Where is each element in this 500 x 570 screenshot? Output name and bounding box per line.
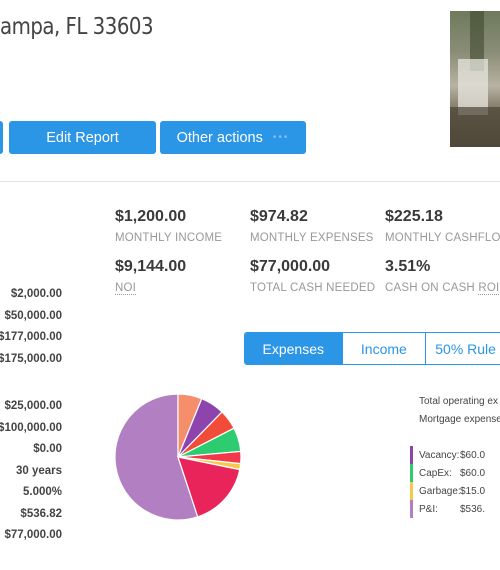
section-divider xyxy=(0,181,500,182)
loan-value: $536.82 xyxy=(20,507,62,520)
expenses-pie-chart xyxy=(114,393,242,521)
legend-swatch xyxy=(410,482,413,500)
loan-values-column: $25,000.00 $100,000.00 $0.00 30 years 5.… xyxy=(0,396,62,547)
legend-name: Vacancy: xyxy=(419,449,460,461)
metric-label: MONTHLY CASHFLOW xyxy=(385,232,500,244)
legend-item-capex: CapEx: $60.0 xyxy=(410,464,485,482)
chart-tabs: Expenses Income 50% Rule xyxy=(244,332,500,365)
edit-report-button[interactable]: Edit Report xyxy=(9,121,156,154)
metric-monthly-expenses: $974.82 MONTHLY EXPENSES xyxy=(250,208,374,244)
metric-label: MONTHLY EXPENSES xyxy=(250,232,374,244)
metric-value: $225.18 xyxy=(385,208,443,225)
loan-value: $100,000.00 xyxy=(0,421,62,434)
tab-expenses[interactable]: Expenses xyxy=(245,333,343,364)
metric-cash-on-cash: 3.51% CASH ON CASH ROI xyxy=(385,258,500,295)
mortgage-expense-text: Mortgage expense xyxy=(419,414,500,425)
purchase-values-column: $2,000.00 $50,000.00 $177,000.00 $175,00… xyxy=(0,284,62,370)
metric-label-prefix: CASH ON CASH xyxy=(385,282,479,294)
more-dots-icon: ••• xyxy=(272,132,290,143)
roi-abbr[interactable]: ROI xyxy=(478,282,500,295)
metric-value: $1,200.00 xyxy=(115,208,187,225)
expense-legend: Vacancy: $60.0 CapEx: $60.0 Garbage: $15… xyxy=(410,446,485,518)
photo-tree xyxy=(470,11,484,71)
metric-label: TOTAL CASH NEEDED xyxy=(250,282,376,294)
legend-amount: $60.0 xyxy=(460,449,486,461)
metric-label: MONTHLY INCOME xyxy=(115,232,223,244)
legend-name: P&I: xyxy=(419,503,438,515)
legend-swatch xyxy=(410,446,413,464)
tab-income[interactable]: Income xyxy=(343,333,427,364)
legend-amount: $536. xyxy=(460,503,486,515)
total-operating-expense-text: Total operating ex xyxy=(419,396,498,407)
metric-label[interactable]: NOI xyxy=(115,282,186,295)
pie-slice-0[interactable] xyxy=(114,393,199,521)
metric-value: $974.82 xyxy=(250,208,308,225)
metric-value: $77,000.00 xyxy=(250,258,331,275)
loan-value: 5.000% xyxy=(22,486,62,498)
legend-swatch xyxy=(410,500,413,518)
legend-item-pi: P&I: $536. xyxy=(410,500,485,518)
photo-ground xyxy=(450,107,500,147)
legend-item-vacancy: Vacancy: $60.0 xyxy=(410,446,485,464)
other-actions-label: Other actions xyxy=(176,129,263,146)
photo-house xyxy=(458,59,488,115)
other-actions-button[interactable]: Other actions ••• xyxy=(160,121,306,154)
noi-abbr[interactable]: NOI xyxy=(115,282,137,295)
metric-monthly-income: $1,200.00 MONTHLY INCOME xyxy=(115,208,222,244)
tab-50-rule[interactable]: 50% Rule xyxy=(435,340,496,357)
metric-value: 3.51% xyxy=(385,258,431,275)
loan-value: 30 years xyxy=(15,464,62,477)
property-address: ampa, FL 33603 xyxy=(0,14,154,40)
purchase-value: $177,000.00 xyxy=(0,331,62,343)
legend-name: Garbage: xyxy=(419,485,461,497)
metric-value: $9,144.00 xyxy=(115,258,187,275)
loan-value: $0.00 xyxy=(33,443,62,455)
previous-action-button[interactable] xyxy=(0,121,3,154)
loan-value: $25,000.00 xyxy=(4,400,62,412)
legend-swatch xyxy=(410,464,413,482)
purchase-value: $2,000.00 xyxy=(10,288,62,300)
metric-monthly-cashflow: $225.18 MONTHLY CASHFLOW xyxy=(385,208,500,244)
metric-total-cash-needed: $77,000.00 TOTAL CASH NEEDED xyxy=(250,258,375,294)
property-photo[interactable] xyxy=(450,11,500,147)
legend-item-garbage: Garbage: $15.0 xyxy=(410,482,485,500)
purchase-value: $175,000.00 xyxy=(0,352,62,365)
loan-value: $77,000.00 xyxy=(4,529,62,541)
legend-amount: $15.0 xyxy=(460,485,486,497)
legend-amount: $60.0 xyxy=(460,467,486,479)
metric-label: CASH ON CASH ROI xyxy=(385,282,500,295)
metric-noi: $9,144.00 NOI xyxy=(115,258,187,295)
pie-slice-7[interactable] xyxy=(177,456,241,518)
legend-name: CapEx: xyxy=(419,467,452,479)
purchase-value: $50,000.00 xyxy=(4,309,62,322)
